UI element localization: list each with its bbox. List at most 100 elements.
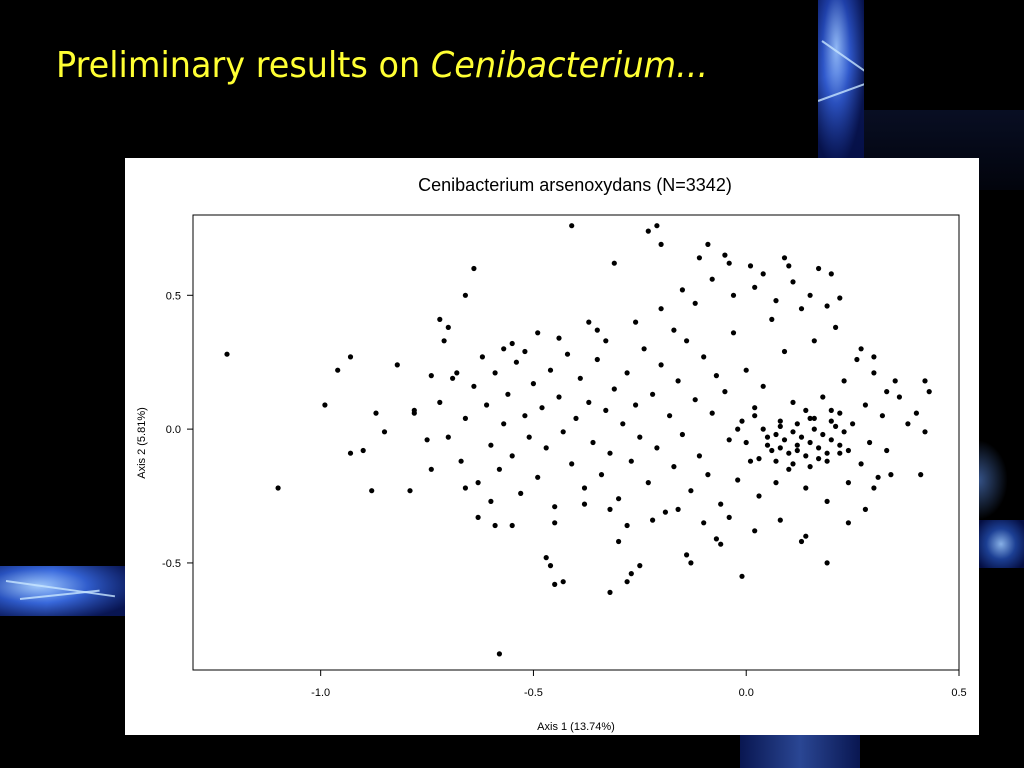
data-point xyxy=(547,367,554,373)
data-point xyxy=(828,271,834,277)
data-point xyxy=(552,520,558,526)
data-point xyxy=(718,501,724,507)
y-tick-label: 0.5 xyxy=(166,290,181,302)
data-point xyxy=(445,324,451,330)
data-point xyxy=(833,324,839,330)
scatter-points xyxy=(224,223,932,657)
data-point xyxy=(718,541,724,547)
data-point xyxy=(764,434,771,440)
data-point xyxy=(773,480,779,486)
data-point xyxy=(798,538,805,545)
data-point xyxy=(530,381,536,387)
data-point xyxy=(684,338,690,344)
data-point xyxy=(807,439,813,446)
data-point xyxy=(479,354,485,360)
data-point xyxy=(569,223,575,229)
data-point xyxy=(773,298,779,304)
data-point xyxy=(488,442,494,448)
data-point xyxy=(816,445,822,451)
data-point xyxy=(692,397,698,403)
data-point xyxy=(811,426,817,432)
decorative-streak-top-right xyxy=(818,0,864,160)
data-point xyxy=(598,472,605,478)
data-point xyxy=(692,300,698,306)
data-point xyxy=(726,437,732,443)
data-point xyxy=(633,402,639,408)
data-point xyxy=(275,485,281,491)
data-point xyxy=(628,458,634,464)
slide-title: Preliminary results on Cenibacterium... xyxy=(56,42,708,90)
data-point xyxy=(824,458,830,464)
data-point xyxy=(441,338,447,344)
data-point xyxy=(671,464,677,470)
data-point xyxy=(535,330,541,336)
data-point xyxy=(803,453,809,459)
data-point xyxy=(658,362,664,368)
data-point xyxy=(347,450,354,456)
data-point xyxy=(820,431,826,438)
x-tick-label: -0.5 xyxy=(524,687,543,699)
data-point xyxy=(841,378,847,384)
data-point xyxy=(739,573,745,579)
data-point xyxy=(586,399,592,405)
data-point xyxy=(484,402,490,408)
data-point xyxy=(777,517,783,523)
data-point xyxy=(871,485,877,491)
data-point xyxy=(637,434,643,440)
data-point xyxy=(552,581,558,587)
chart-title: Cenibacterium arsenoxydans (N=3342) xyxy=(418,175,732,195)
data-point xyxy=(811,338,817,344)
data-point xyxy=(616,538,622,545)
y-axis-label: Axis 2 (5.81%) xyxy=(136,407,148,479)
data-point xyxy=(488,498,494,504)
data-point xyxy=(522,348,528,355)
data-point xyxy=(764,442,771,448)
y-axis: -0.5 0.0 0.5 xyxy=(162,290,193,570)
data-point xyxy=(581,485,588,491)
x-axis: -1.0 -0.5 0.0 0.5 xyxy=(311,670,967,699)
data-point xyxy=(730,330,737,336)
data-point xyxy=(373,410,379,416)
data-point xyxy=(564,351,571,357)
data-point xyxy=(654,445,660,451)
data-point xyxy=(701,520,707,526)
data-point xyxy=(735,426,741,432)
data-point xyxy=(322,402,328,408)
slide-title-text: Preliminary results on xyxy=(56,45,431,86)
data-point xyxy=(867,439,873,446)
data-point xyxy=(743,439,749,446)
data-point xyxy=(824,450,830,456)
data-point xyxy=(760,271,766,277)
data-point xyxy=(569,461,575,467)
data-point xyxy=(845,480,852,486)
data-point xyxy=(641,346,647,352)
data-point xyxy=(833,423,839,429)
data-point xyxy=(743,367,749,373)
data-point xyxy=(620,421,626,427)
data-point xyxy=(624,370,630,376)
data-point xyxy=(594,327,600,333)
data-point xyxy=(475,480,481,486)
data-point xyxy=(781,255,788,261)
data-point xyxy=(879,413,886,419)
x-axis-label: Axis 1 (13.74%) xyxy=(537,721,615,733)
decorative-streak-left xyxy=(0,566,126,616)
data-point xyxy=(526,434,532,440)
data-point xyxy=(335,367,341,373)
data-point xyxy=(828,437,834,443)
data-point xyxy=(437,399,443,405)
data-point xyxy=(858,461,864,467)
data-point xyxy=(573,415,579,421)
data-point xyxy=(713,373,720,379)
data-point xyxy=(922,378,928,384)
data-point xyxy=(458,458,464,464)
data-point xyxy=(798,306,805,312)
data-point xyxy=(462,415,468,421)
data-point xyxy=(777,423,783,429)
data-point xyxy=(824,498,830,504)
data-point xyxy=(871,370,877,376)
data-point xyxy=(560,579,566,585)
data-point xyxy=(790,461,796,467)
data-point xyxy=(624,522,630,529)
data-point xyxy=(496,651,502,657)
